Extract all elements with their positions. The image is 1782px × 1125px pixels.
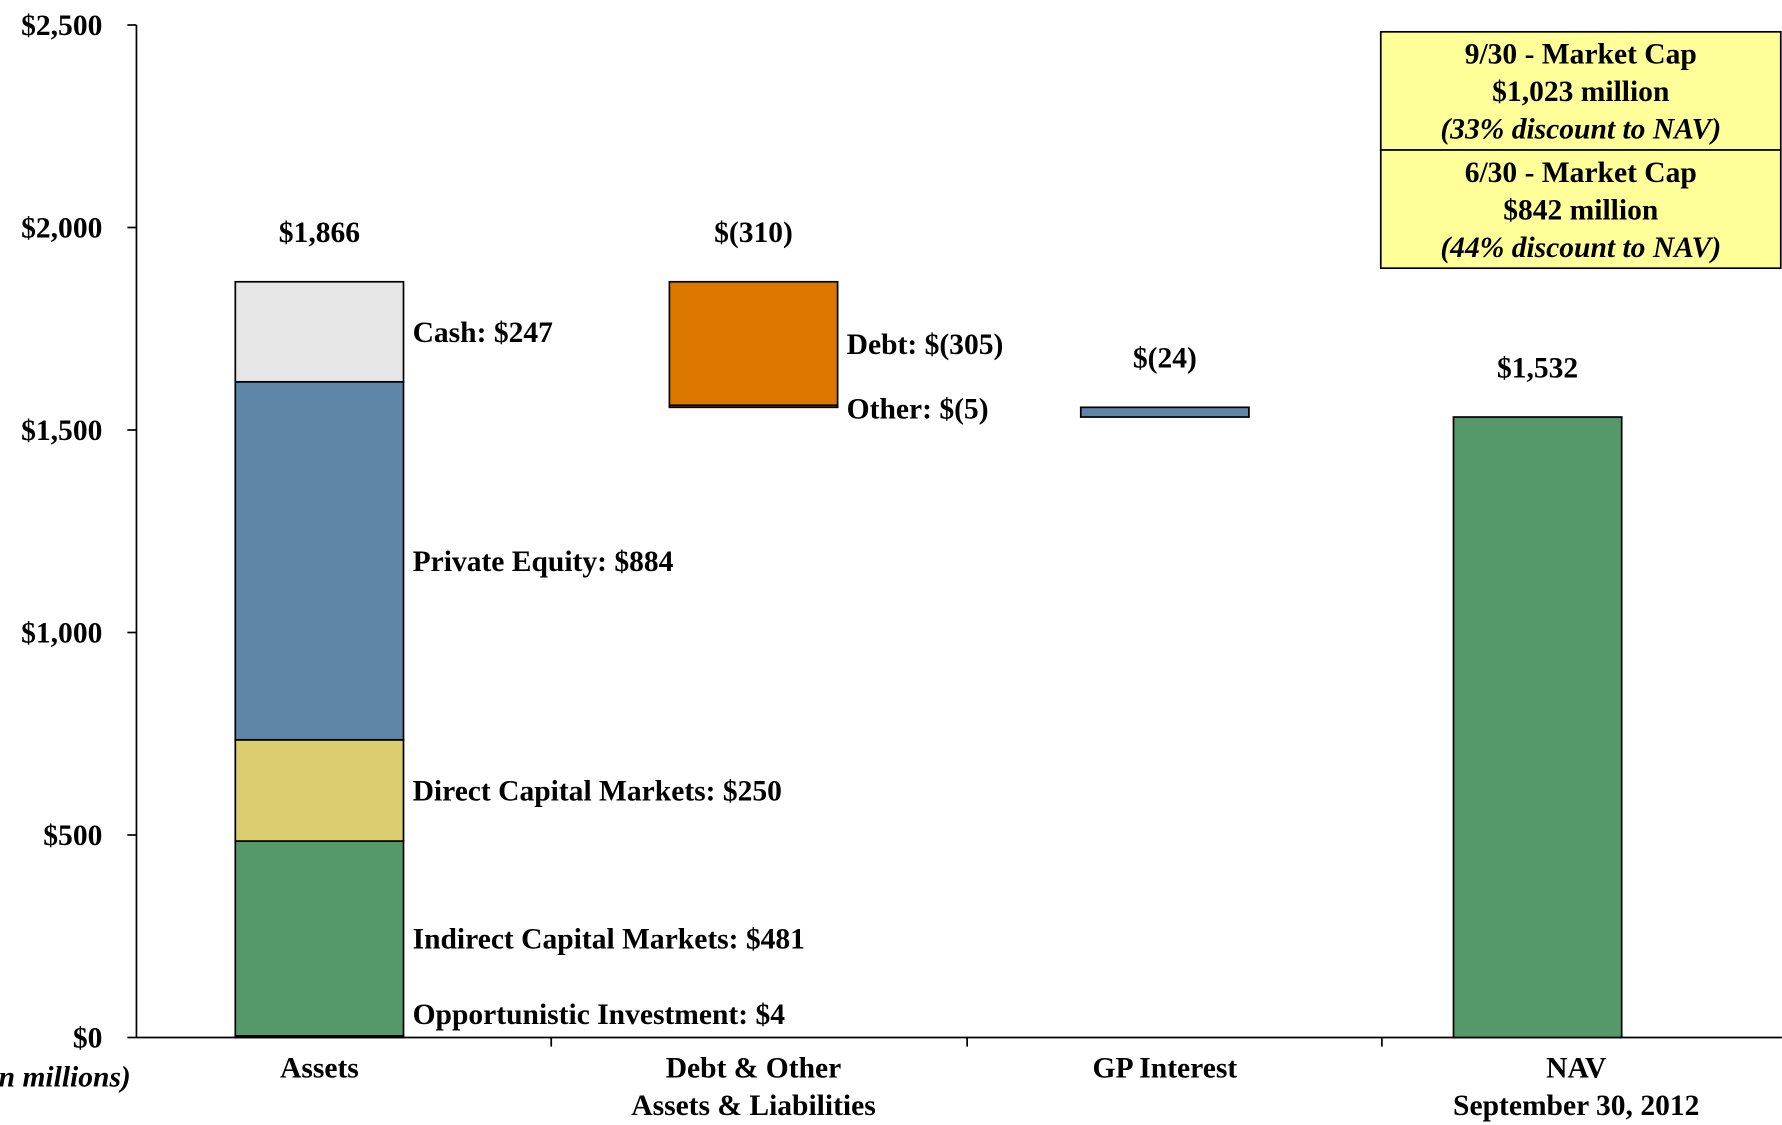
- x-tick-label: Debt & Other Assets & Liabilities: [631, 1052, 875, 1122]
- total-label: $1,866: [279, 217, 360, 249]
- annotation-text: 9/30 - Market Cap: [1465, 39, 1697, 71]
- y-tick-label: $1,000: [21, 618, 102, 650]
- segment-label: Cash: $247: [413, 317, 554, 349]
- bar-segment: [1452, 416, 1623, 1039]
- annotation-text: $1,023 million: [1492, 76, 1669, 108]
- x-tick-label: GP Interest: [1093, 1052, 1238, 1084]
- x-tick-label-line: NAV: [1546, 1052, 1606, 1084]
- annotation-text: (44% discount to NAV): [1440, 232, 1721, 264]
- total-label: $(310): [714, 217, 793, 249]
- annotation-box: [1379, 149, 1782, 270]
- bar-segment: [234, 738, 405, 842]
- bar-segment: [234, 280, 405, 383]
- segment-label: Direct Capital Markets: $250: [413, 776, 782, 808]
- x-tick-label-line: GP Interest: [1093, 1052, 1238, 1084]
- total-label: $(24): [1133, 343, 1197, 375]
- x-tick-label-line: Assets & Liabilities: [631, 1090, 875, 1122]
- segment-label: Private Equity: $884: [413, 546, 674, 578]
- x-tick-label-line: Debt & Other: [666, 1052, 842, 1084]
- x-tick-label: Assets: [280, 1052, 359, 1084]
- segment-label: Debt: $(305): [847, 329, 1004, 361]
- segment-label: Other: $(5): [847, 394, 989, 426]
- y-tick-label: $1,500: [21, 415, 102, 447]
- y-tick-label: $2,500: [21, 10, 102, 42]
- segment-label: Opportunistic Investment: $4: [413, 999, 786, 1031]
- bar-segment: [668, 404, 839, 409]
- bar-segment: [1079, 406, 1250, 418]
- annotation-text: $842 million: [1503, 194, 1658, 226]
- annotation-box: [1379, 30, 1782, 151]
- x-tick-label-line: Assets: [280, 1052, 359, 1084]
- x-tick-label: NAV September 30, 2012: [1453, 1052, 1699, 1122]
- bar-segment: [234, 380, 405, 741]
- bar-segment: [234, 840, 405, 1037]
- y-tick-label: $2,000: [21, 213, 102, 245]
- y-tick-label: $0: [73, 1023, 103, 1055]
- segment-label: Indirect Capital Markets: $481: [413, 924, 805, 956]
- x-tick-label-line: September 30, 2012: [1453, 1090, 1699, 1122]
- y-tick-label: $500: [43, 820, 102, 852]
- y-axis-note: ($ in millions): [0, 1061, 131, 1093]
- annotation-text: 6/30 - Market Cap: [1465, 157, 1697, 189]
- annotation-text: (33% discount to NAV): [1440, 114, 1721, 146]
- bar-segment: [668, 280, 839, 407]
- total-label: $1,532: [1497, 352, 1578, 384]
